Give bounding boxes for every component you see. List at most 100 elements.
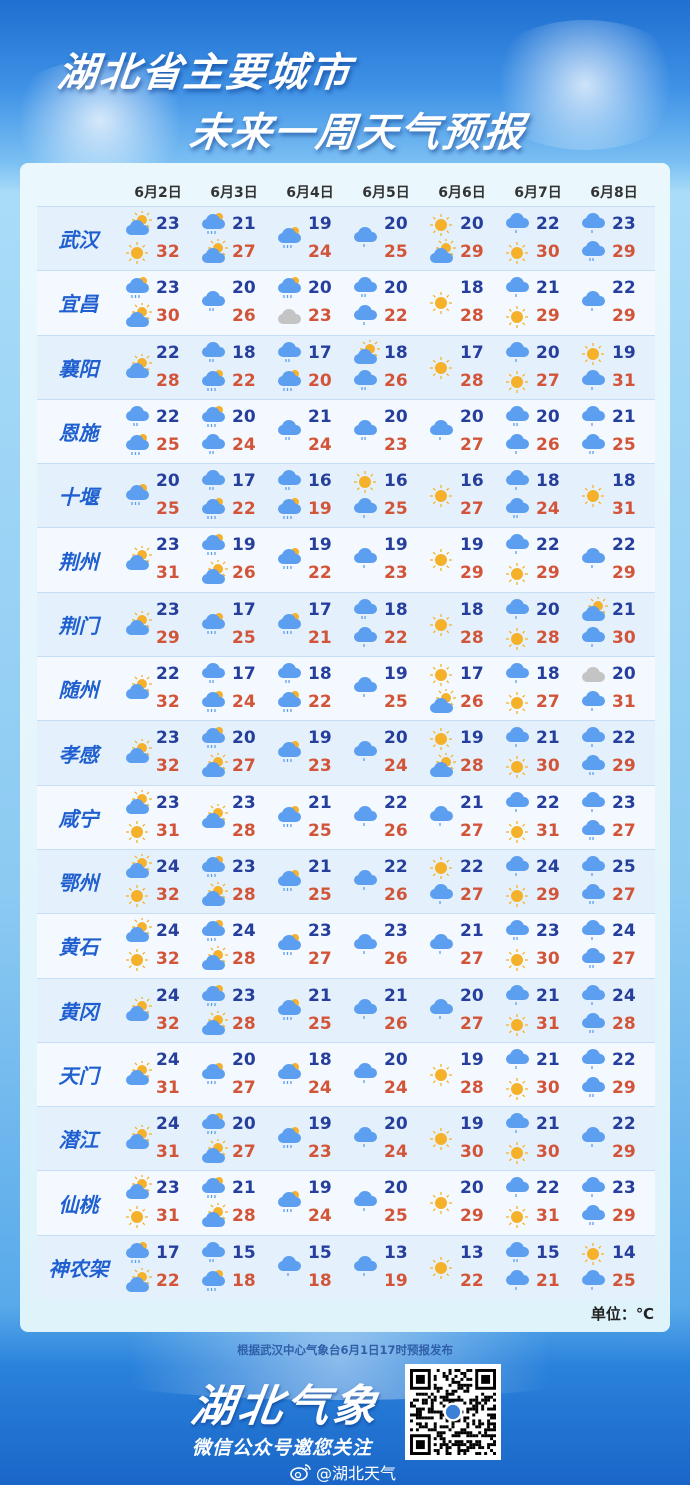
low-temp: 20 [612, 664, 636, 685]
low-temp: 19 [308, 1114, 332, 1135]
low-temp: 19 [612, 342, 636, 363]
weibo-handle[interactable]: @湖北天气 [290, 1460, 396, 1484]
forecast-cell: 19 23 [272, 1107, 348, 1170]
forecast-cell: 19 22 [272, 528, 348, 591]
low-temp: 23 [156, 214, 180, 234]
low-temp: 19 [308, 214, 332, 234]
forecast-cell: 21 25 [272, 786, 348, 849]
forecast-cell: 23 29 [120, 593, 196, 656]
low-temp: 22 [384, 792, 408, 813]
forecast-cell: 20 24 [348, 1043, 424, 1106]
sunny-icon [506, 563, 528, 586]
low-temp: 20 [384, 278, 408, 299]
shower-icon [278, 612, 301, 634]
light-rain-icon [582, 727, 605, 748]
low-temp: 21 [536, 1049, 560, 1070]
shower-icon [202, 612, 225, 634]
city-row: 神农架 17 22 15 18 15 18 13 19 13 22 15 21 14 25 [37, 1234, 655, 1300]
high-temp: 31 [536, 1013, 560, 1034]
low-temp: 23 [156, 728, 180, 749]
high-temp: 28 [460, 627, 484, 648]
high-temp: 27 [612, 820, 636, 841]
high-temp: 24 [232, 434, 256, 455]
high-temp: 28 [156, 370, 180, 391]
shower-icon [126, 484, 149, 506]
high-temp: 29 [612, 563, 636, 584]
light-rain-icon [506, 727, 529, 748]
shower-icon [278, 227, 301, 248]
high-temp: 30 [460, 1142, 484, 1163]
forecast-cell: 24 28 [196, 914, 272, 977]
light-rain-icon [354, 1062, 377, 1083]
high-temp: 25 [612, 434, 636, 455]
forecast-cell: 22 28 [120, 336, 196, 399]
forecast-cell: 21 24 [272, 400, 348, 463]
day-header: 6月5日 [362, 185, 410, 201]
forecast-cell: 17 26 [424, 657, 500, 720]
low-temp: 20 [384, 728, 408, 749]
high-temp: 29 [612, 1142, 636, 1163]
qr-code[interactable] [405, 1364, 501, 1460]
low-temp: 16 [460, 471, 484, 492]
high-temp: 22 [384, 306, 408, 327]
high-temp: 26 [384, 949, 408, 970]
low-temp: 23 [156, 535, 180, 556]
shower-icon [278, 869, 301, 891]
high-temp: 32 [156, 756, 180, 777]
high-temp: 24 [308, 434, 332, 455]
light-rain-icon [506, 855, 529, 876]
partly-cloudy-icon [126, 1060, 152, 1085]
low-temp: 21 [308, 406, 332, 427]
partly-cloudy-icon [126, 739, 152, 764]
city-row: 孝感 23 32 20 27 19 23 20 24 19 28 21 30 22 29 [37, 720, 655, 785]
forecast-cell: 22 29 [576, 271, 652, 334]
light-rain-icon [506, 341, 529, 362]
low-temp: 20 [384, 406, 408, 427]
forecast-cell: 21 27 [424, 786, 500, 849]
sunny-icon [430, 1063, 452, 1086]
low-temp: 22 [536, 535, 560, 556]
city-name: 神农架 [48, 1256, 109, 1281]
light-rain-icon [506, 984, 529, 1005]
low-temp: 24 [156, 1114, 180, 1135]
shower-icon [202, 920, 225, 942]
high-temp: 25 [384, 692, 408, 713]
high-temp: 27 [460, 499, 484, 520]
low-temp: 19 [460, 1114, 484, 1135]
forecast-cell: 24 31 [120, 1043, 196, 1106]
forecast-cell: 20 27 [196, 721, 272, 784]
sunny-icon [506, 242, 528, 264]
light-rain-icon [354, 498, 377, 519]
high-temp: 27 [460, 884, 484, 905]
partly-cloudy-icon [126, 1267, 152, 1292]
forecast-cell: 14 25 [576, 1236, 652, 1299]
sunny-icon [430, 485, 452, 508]
low-temp: 22 [460, 856, 484, 877]
high-temp: 29 [460, 563, 484, 584]
sunny-icon [430, 613, 452, 636]
moderate-rain-icon [506, 498, 529, 519]
light-rain-icon [582, 984, 605, 1005]
sunny-icon [430, 292, 452, 315]
low-temp: 15 [308, 1242, 332, 1263]
light-rain-icon [430, 934, 453, 955]
low-temp: 22 [156, 664, 180, 685]
low-temp: 20 [384, 214, 408, 234]
shower-icon [202, 727, 225, 749]
forecast-cell: 19 23 [348, 528, 424, 591]
high-temp: 28 [232, 820, 256, 841]
partly-cloudy-icon [126, 546, 152, 571]
high-temp: 20 [308, 370, 332, 391]
low-temp: 20 [536, 599, 560, 620]
forecast-cell: 18 24 [272, 1043, 348, 1106]
forecast-cell: 16 19 [272, 464, 348, 527]
forecast-cell: 23 27 [272, 914, 348, 977]
high-temp: 30 [536, 242, 560, 262]
high-temp: 25 [156, 499, 180, 520]
shower-icon [278, 691, 301, 713]
sunny-icon [430, 549, 452, 572]
forecast-cell: 21 30 [576, 593, 652, 656]
forecast-cell: 16 25 [348, 464, 424, 527]
low-temp: 20 [460, 985, 484, 1006]
shower-icon [278, 1191, 301, 1213]
